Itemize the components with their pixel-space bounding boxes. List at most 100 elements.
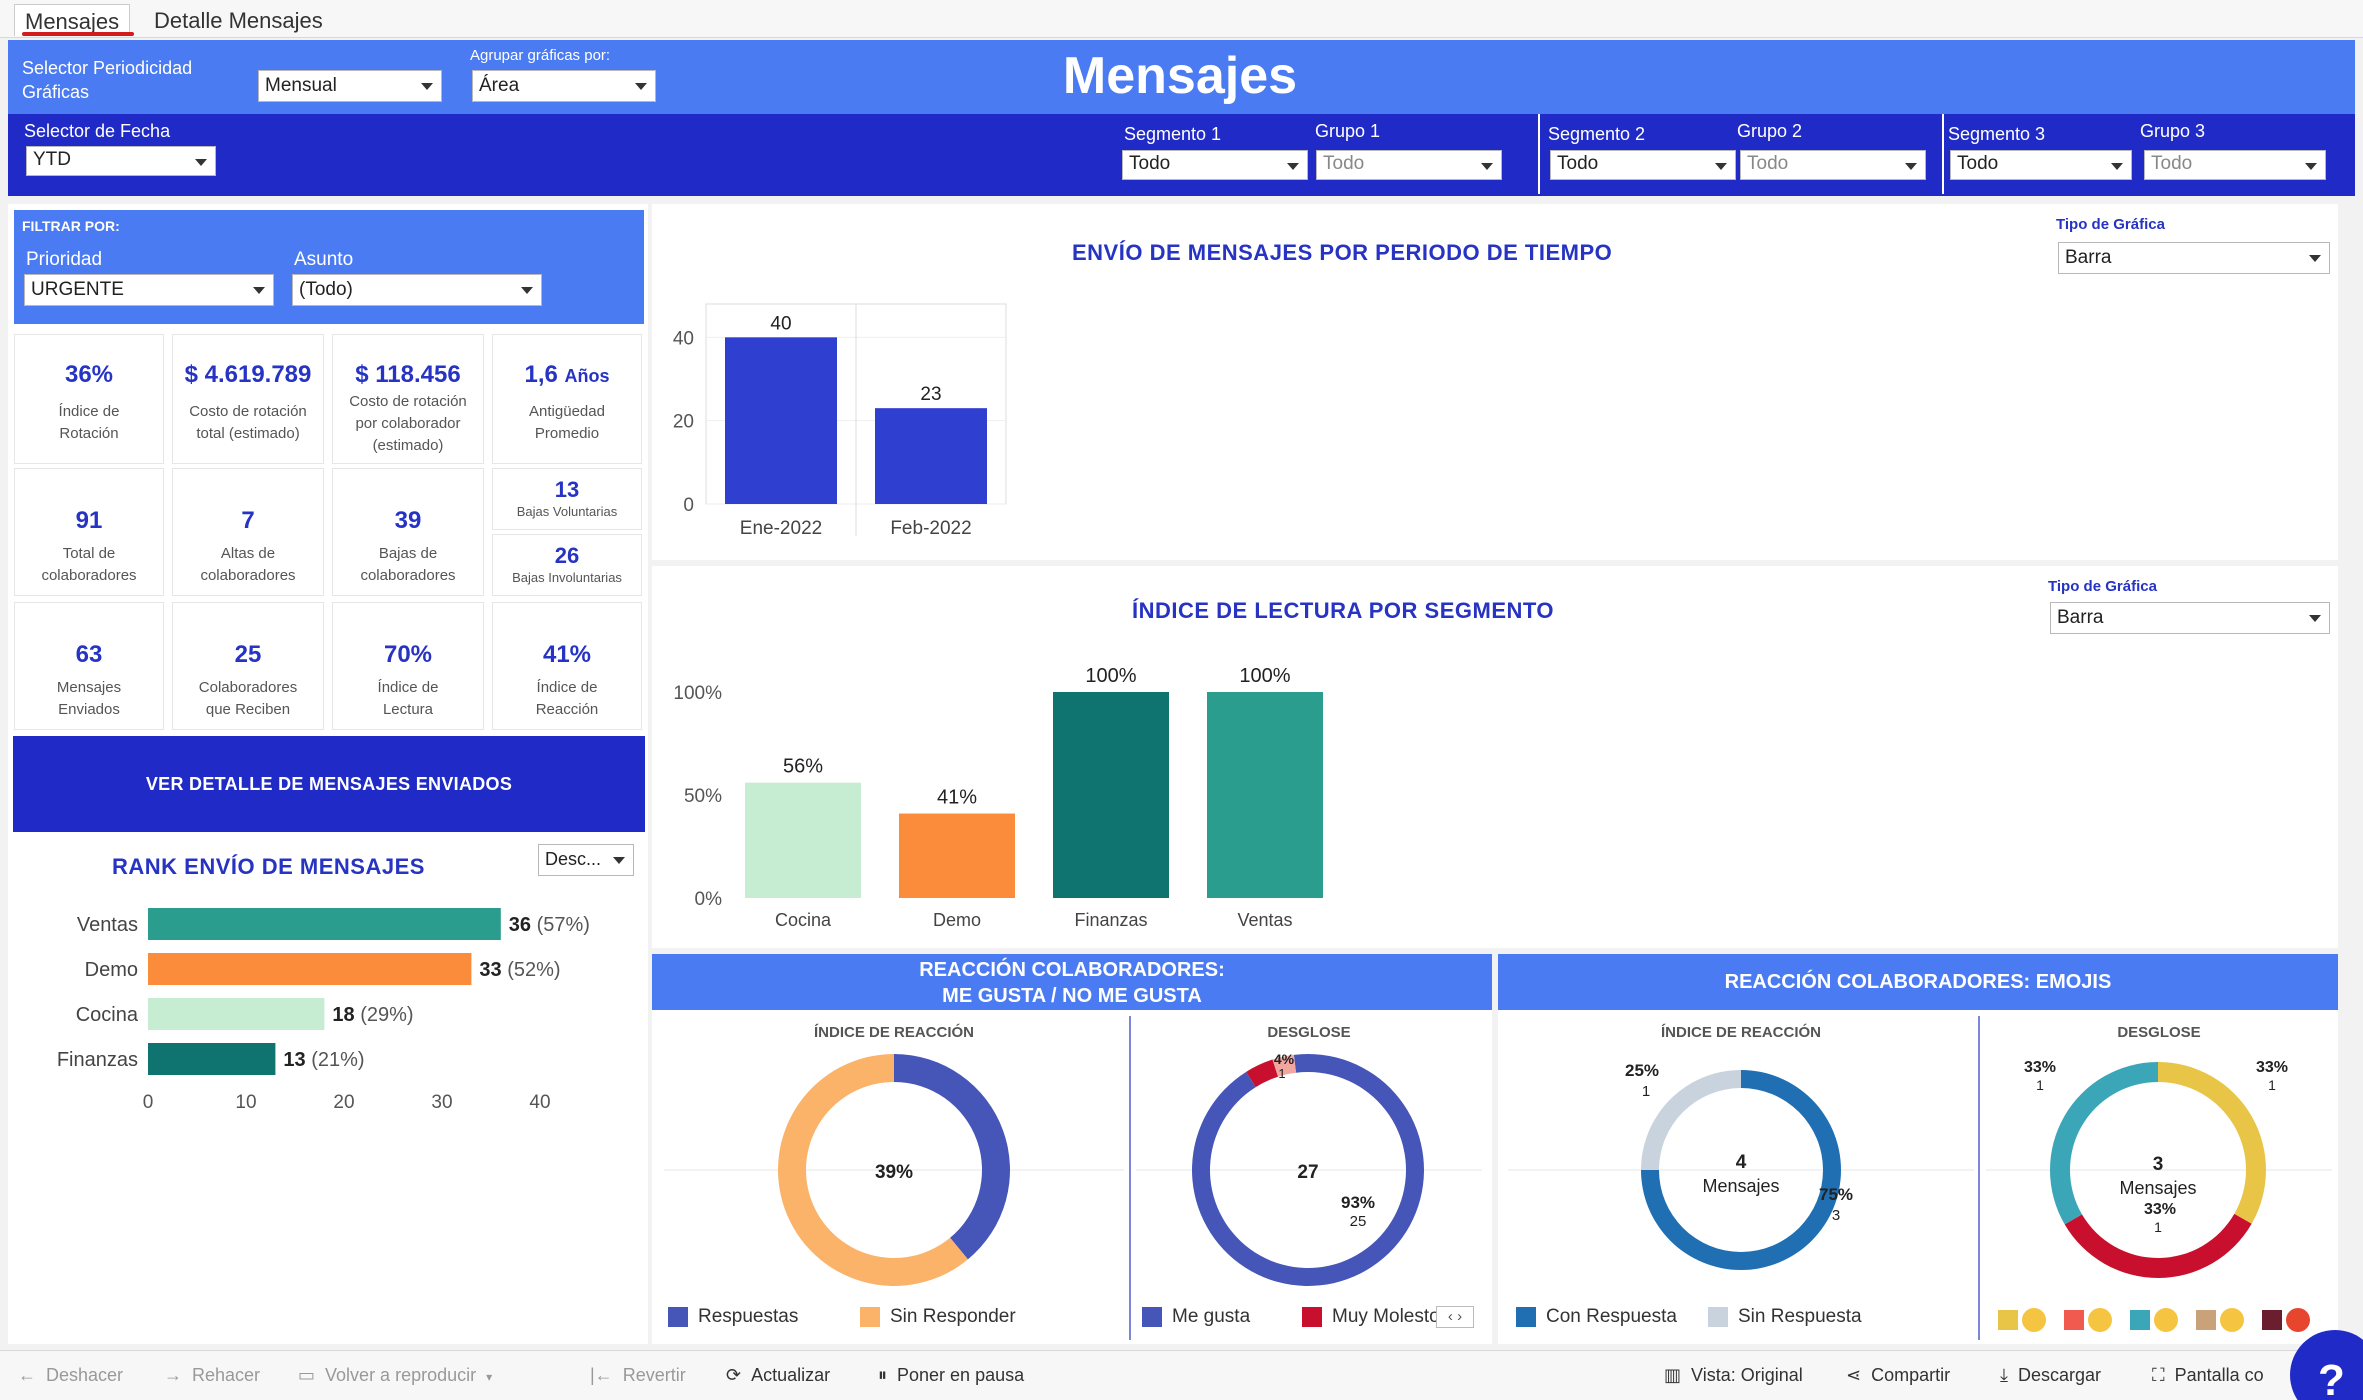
reaccion-like-header: REACCIÓN COLABORADORES: ME GUSTA / NO ME… (652, 954, 1492, 1010)
chevron-down-icon: ▾ (486, 1370, 493, 1384)
fecha-select[interactable]: YTD (26, 146, 216, 176)
kpi-label: Costo de rotación (189, 403, 307, 420)
revert-button[interactable]: |← Revertir (590, 1365, 686, 1385)
replay-button[interactable]: ▭ Volver a reproducir ▾ (298, 1365, 493, 1385)
donut-label: 25 (1350, 1213, 1367, 1230)
x-tick-label: Feb-2022 (890, 518, 971, 539)
kpi-label: Total de (62, 545, 116, 562)
bar (148, 908, 501, 940)
chevron-down-icon (421, 83, 433, 90)
segmento3-select[interactable]: Todo (1950, 150, 2132, 180)
bar (148, 998, 325, 1030)
redo-button[interactable]: → Rehacer (164, 1365, 261, 1385)
kpi-value: 63 (75, 641, 103, 668)
legend-sin-respuesta[interactable]: Sin Respuesta (1708, 1306, 1862, 1328)
kpi-value: 7 (241, 507, 255, 534)
legend-con-respuesta[interactable]: Con Respuesta (1516, 1306, 1677, 1328)
kpi-label: Bajas de (378, 545, 438, 562)
divider (1538, 114, 1540, 194)
x-tick-label: Ventas (1237, 910, 1292, 930)
bar (899, 813, 1015, 898)
grupo1-label: Grupo 1 (1315, 121, 1381, 141)
grupo3-select[interactable]: Todo (2144, 150, 2326, 180)
donut-slice (1272, 1054, 1297, 1077)
donut-label: 4% (1274, 1051, 1295, 1067)
bar (1053, 692, 1169, 898)
donut-label: 25% (1625, 1061, 1659, 1080)
segmento3-label: Segmento 3 (1948, 124, 2046, 144)
donut-center-label: 3 (2153, 1154, 2164, 1175)
legend-scroll-arrows[interactable]: ‹ › (1436, 1306, 1474, 1328)
grupo2-select[interactable]: Todo (1740, 150, 1926, 180)
segmento2-select[interactable]: Todo (1550, 150, 1736, 180)
chevron-down-icon (2309, 255, 2321, 262)
rank-sort-select[interactable]: Desc... (538, 844, 634, 876)
reaccion-like-subtitle: ME GUSTA / NO ME GUSTA (942, 985, 1202, 1007)
agrupar-label: Agrupar gráficas por: (470, 47, 611, 64)
donut-slice (894, 1054, 1010, 1260)
asunto-select[interactable]: (Todo) (292, 274, 542, 306)
donut-center-label: 39% (875, 1162, 913, 1183)
y-tick-label: Finanzas (57, 1049, 138, 1071)
envio-tipo-label: Tipo de Gráfica (2056, 216, 2165, 233)
legend-swatch (860, 1306, 880, 1327)
download-button[interactable]: ⤓ Descargar (2000, 1365, 2102, 1385)
segmento1-select[interactable]: Todo (1122, 150, 1308, 180)
grupo3-label: Grupo 3 (2140, 121, 2206, 141)
bar (745, 782, 861, 898)
kpi-label: colaboradores (360, 567, 456, 584)
undo-button[interactable]: ← Deshacer (18, 1365, 124, 1385)
bottom-toolbar: ← Deshacer → Rehacer ▭ Volver a reproduc… (0, 1350, 2363, 1400)
tab-detalle-mensajes[interactable]: Detalle Mensajes (154, 8, 323, 33)
legend-respuestas[interactable]: Respuestas (668, 1306, 798, 1328)
kpi-label: Enviados (58, 701, 120, 718)
fullscreen-button[interactable]: ⛶ Pantalla co (2152, 1365, 2264, 1385)
refresh-button[interactable]: ⟳ Actualizar (726, 1365, 831, 1385)
prioridad-select[interactable]: URGENTE (24, 274, 274, 306)
legend-muy-molesto[interactable]: Muy Molesto (1302, 1306, 1436, 1328)
tab-mensajes[interactable]: Mensajes (14, 4, 131, 36)
pause-button[interactable]: ⏸ Poner en pausa (878, 1365, 1025, 1385)
kpi-mensajes-enviados: 63 Mensajes Enviados (14, 602, 164, 730)
kpi-label: Índice de (536, 679, 598, 696)
grupo1-select[interactable]: Todo (1316, 150, 1502, 180)
bar (875, 408, 987, 504)
bar (148, 1043, 276, 1075)
ver-detalle-button[interactable]: VER DETALLE DE MENSAJES ENVIADOS (13, 736, 645, 832)
divider (1978, 1016, 1980, 1340)
replay-icon: ▭ (298, 1365, 316, 1385)
view-original-button[interactable]: ▥ Vista: Original (1664, 1365, 1803, 1385)
kpi-total-colaboradores: 91 Total de colaboradores (14, 468, 164, 596)
kpi-indice-rotacion: 36% Índice de Rotación (14, 334, 164, 464)
agrupar-select[interactable]: Área (472, 70, 656, 102)
divider (1129, 1016, 1131, 1340)
envio-tipo-select[interactable]: Barra (2058, 242, 2330, 274)
share-button[interactable]: ⋖ Compartir (1846, 1365, 1951, 1385)
bar (148, 953, 472, 985)
data-label: 100% (1239, 665, 1290, 687)
x-tick-label: 30 (431, 1092, 452, 1113)
donut-slice (2158, 1062, 2266, 1224)
periodicidad-select[interactable]: Mensual (258, 70, 442, 102)
chevron-down-icon (1715, 163, 1727, 170)
indice-reaccion-label: ÍNDICE DE REACCIÓN (813, 1024, 974, 1041)
share-icon: ⋖ (1846, 1365, 1862, 1385)
donut-slice (1641, 1070, 1741, 1170)
page-title: Mensajes (1062, 47, 1298, 105)
data-label: 33 (52%) (479, 959, 560, 981)
bar (725, 337, 837, 504)
x-tick-label: Demo (933, 910, 981, 930)
rank-title: RANK ENVÍO DE MENSAJES (112, 854, 425, 879)
legend-me-gusta[interactable]: Me gusta (1142, 1306, 1250, 1328)
kpi-value: 91 (75, 507, 103, 534)
kpi-label: Colaboradores (198, 679, 298, 696)
legend-sin-responder[interactable]: Sin Responder (860, 1306, 1016, 1328)
kpi-label: Bajas Voluntarias (516, 504, 618, 519)
kpi-unit: Años (564, 366, 610, 386)
lectura-tipo-select[interactable]: Barra (2050, 602, 2330, 634)
y-tick-label: Demo (85, 959, 138, 981)
kpi-label: Reacción (535, 701, 599, 718)
kpi-bajas-voluntarias: 13 Bajas Voluntarias (492, 468, 642, 530)
segmento2-label: Segmento 2 (1548, 124, 1646, 144)
kpi-indice-reaccion: 41% Índice de Reacción (492, 602, 642, 730)
